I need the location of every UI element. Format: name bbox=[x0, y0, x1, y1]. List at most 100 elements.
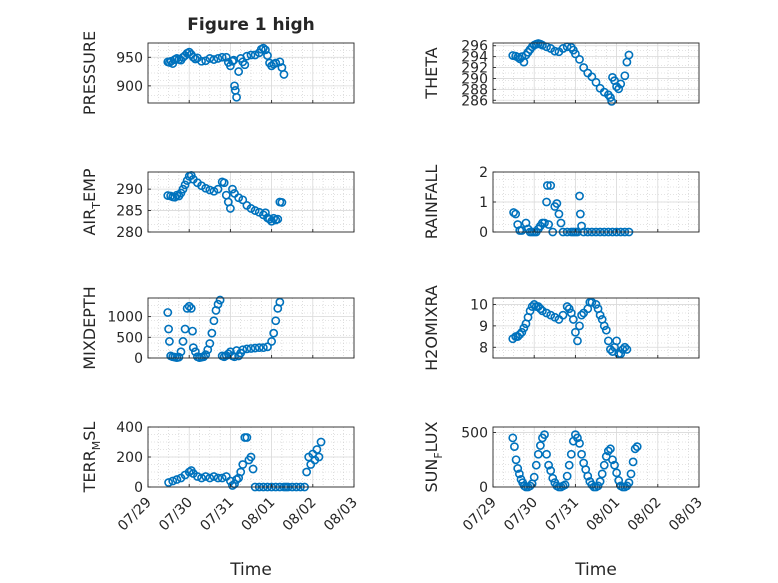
data-point bbox=[205, 185, 215, 195]
data-point bbox=[275, 57, 285, 67]
data-point bbox=[273, 214, 283, 224]
data-point bbox=[542, 181, 552, 190]
x-tick-label: 07/30 bbox=[501, 495, 541, 535]
data-point bbox=[515, 330, 525, 339]
data-point bbox=[261, 45, 270, 55]
data-point bbox=[250, 343, 260, 353]
subplot-mixdepth: 1000 500 0 MIXDEPTH bbox=[80, 286, 355, 370]
x-tick-label: 08/01 bbox=[584, 495, 624, 535]
data-point bbox=[217, 473, 227, 483]
x-axis-label: Time bbox=[229, 560, 272, 580]
data-point bbox=[513, 464, 523, 473]
data-point bbox=[174, 352, 184, 362]
data-point bbox=[612, 468, 621, 478]
y-tick-label: 286 bbox=[461, 93, 488, 109]
axes-box bbox=[492, 426, 700, 488]
y-tick-label: 900 bbox=[116, 79, 143, 95]
data-point bbox=[314, 452, 324, 462]
data-point bbox=[213, 54, 223, 63]
data-point bbox=[205, 54, 215, 63]
data-point bbox=[606, 444, 615, 454]
data-point bbox=[184, 467, 194, 477]
y-tick-label: 500 bbox=[116, 330, 143, 346]
data-point bbox=[626, 469, 636, 479]
data-point bbox=[546, 181, 556, 190]
data-point bbox=[568, 315, 578, 324]
y-tick-label: 0 bbox=[134, 351, 143, 367]
data-point bbox=[575, 54, 584, 64]
data-point bbox=[597, 469, 607, 479]
data-point bbox=[614, 84, 624, 94]
data-point bbox=[595, 477, 605, 486]
axes-box bbox=[492, 297, 700, 359]
y-axis-label: SUNFLUX bbox=[422, 421, 445, 492]
data-point bbox=[508, 433, 518, 443]
data-point bbox=[236, 467, 246, 477]
data-point bbox=[234, 67, 244, 76]
data-point bbox=[219, 178, 229, 188]
data-point bbox=[535, 304, 545, 314]
data-point bbox=[186, 303, 196, 313]
data-point bbox=[519, 323, 529, 333]
data-point bbox=[246, 344, 256, 353]
data-point bbox=[562, 471, 572, 481]
data-point bbox=[242, 344, 252, 354]
data-point bbox=[261, 208, 270, 218]
data-point bbox=[571, 49, 580, 59]
data-point bbox=[527, 302, 537, 311]
data-point bbox=[544, 220, 554, 229]
data-point bbox=[225, 204, 235, 213]
data-point bbox=[263, 342, 272, 352]
x-axis-label: Time bbox=[574, 560, 617, 580]
data-point bbox=[603, 446, 613, 456]
data-point bbox=[230, 81, 239, 91]
y-tick-label: 292 bbox=[461, 61, 488, 77]
data-point bbox=[238, 195, 248, 205]
axes-box bbox=[147, 42, 355, 104]
data-point bbox=[312, 445, 322, 454]
data-point bbox=[583, 471, 593, 481]
data-point bbox=[525, 306, 535, 316]
x-tick-label: 07/31 bbox=[542, 495, 582, 535]
y-tick-label: 9 bbox=[479, 319, 488, 335]
data-point bbox=[258, 343, 268, 353]
data-point bbox=[556, 218, 566, 228]
data-point bbox=[531, 460, 541, 470]
data-point bbox=[564, 460, 574, 470]
data-point bbox=[205, 473, 215, 483]
data-point bbox=[603, 336, 613, 346]
subplot-sun-flux: 500 007/29 07/30 07/31 08/01 08/02 08/03 Time SU… bbox=[422, 421, 706, 580]
data-point bbox=[180, 180, 190, 190]
data-point bbox=[540, 430, 549, 440]
data-point bbox=[246, 50, 256, 60]
data-point bbox=[269, 213, 279, 223]
data-point bbox=[511, 209, 521, 219]
data-point bbox=[622, 345, 632, 354]
data-point bbox=[517, 52, 527, 62]
data-point bbox=[238, 460, 248, 469]
y-tick-label: 950 bbox=[116, 50, 143, 66]
data-point bbox=[254, 343, 264, 353]
y-tick-label: 8 bbox=[479, 340, 488, 356]
x-tick-label: 08/02 bbox=[625, 495, 665, 535]
subplot-rainfall: 2 1 0 RAINFALL bbox=[422, 165, 700, 241]
subplot-h2omixra: 10 9 8 H2OMIXRA bbox=[422, 285, 700, 371]
data-point bbox=[554, 209, 564, 219]
data-point bbox=[240, 60, 250, 70]
y-tick-label: 288 bbox=[461, 82, 488, 98]
figure-title: Figure 1 high bbox=[187, 15, 315, 35]
data-point bbox=[620, 342, 630, 352]
y-tick-label: 200 bbox=[116, 450, 143, 466]
data-point bbox=[302, 467, 312, 477]
y-tick-label: 290 bbox=[116, 182, 143, 198]
y-tick-label: 296 bbox=[461, 39, 488, 55]
data-point bbox=[628, 457, 638, 467]
data-point bbox=[248, 464, 258, 474]
y-tick-label: 10 bbox=[470, 297, 488, 313]
data-point bbox=[511, 455, 521, 465]
data-point bbox=[228, 481, 237, 490]
data-point bbox=[591, 77, 601, 87]
data-point bbox=[558, 44, 568, 53]
data-point bbox=[269, 328, 279, 338]
